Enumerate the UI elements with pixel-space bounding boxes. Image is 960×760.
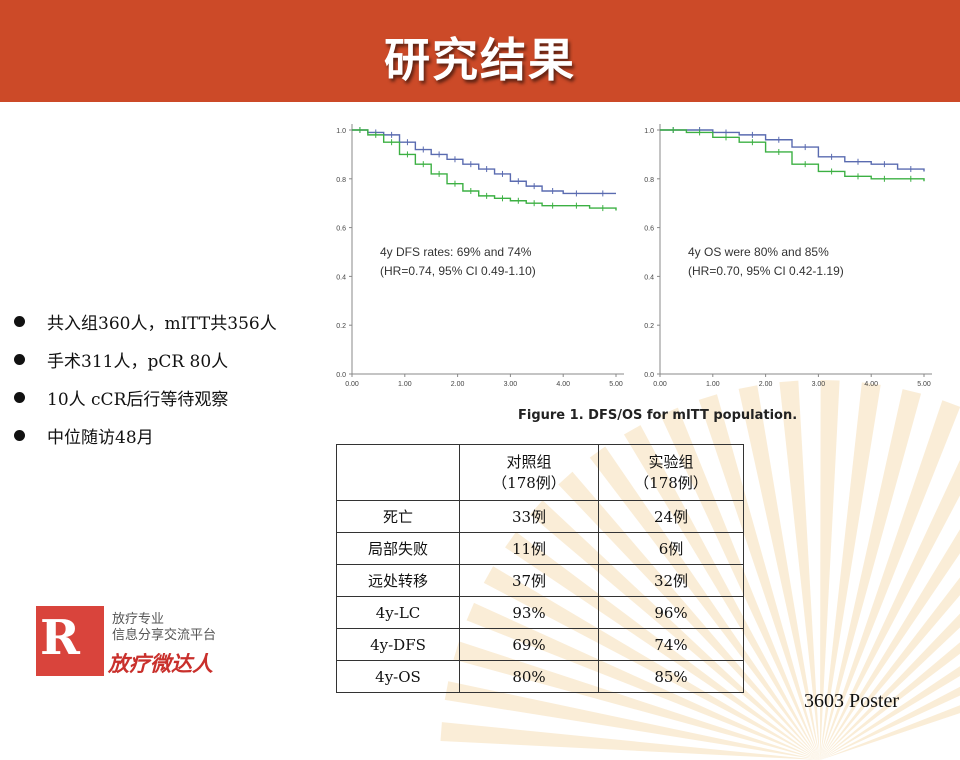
chart-annotation: (HR=0.70, 95% CI 0.42-1.19)	[688, 264, 844, 278]
x-tick-label: 4.00	[556, 381, 570, 388]
table-cell: 局部失败	[336, 532, 460, 565]
chart-annotation: 4y OS were 80% and 85%	[688, 245, 829, 259]
poster-number: 3603 Poster	[804, 690, 899, 712]
x-tick-label: 3.00	[504, 381, 518, 388]
table-row: 4y-LC 93% 96%	[336, 596, 744, 629]
bullet-dot-icon	[14, 429, 25, 441]
table-cell: 33例	[459, 500, 599, 533]
y-tick-label: 0.6	[644, 226, 654, 233]
bullet-dot-icon	[14, 353, 25, 365]
table-cell: 37例	[459, 564, 599, 597]
table-row: 局部失败 11例 6例	[336, 532, 744, 565]
table-cell: 6例	[598, 532, 744, 565]
bullet-text: 手术311人，pCR 80人	[47, 351, 229, 372]
x-tick-label: 5.00	[609, 381, 623, 388]
logo-tagline-1: 放疗专业	[112, 612, 165, 627]
y-tick-label: 1.0	[644, 128, 654, 135]
x-tick-label: 2.00	[759, 381, 773, 388]
sunburst-ray	[820, 460, 960, 760]
sunburst-ray	[820, 382, 881, 760]
table-cell: 4y-LC	[336, 596, 460, 629]
y-tick-label: 0.0	[644, 372, 654, 379]
bullet-item: 手术311人，pCR 80人	[14, 346, 228, 372]
table-cell: 32例	[598, 564, 744, 597]
chart-annotation: (HR=0.74, 95% CI 0.49-1.10)	[380, 264, 536, 278]
y-tick-label: 0.2	[644, 323, 654, 330]
table-header-cell	[336, 444, 460, 501]
y-tick-label: 0.6	[336, 226, 346, 233]
x-tick-label: 5.00	[917, 381, 931, 388]
table-cell: 96%	[598, 596, 744, 629]
table-cell: 11例	[459, 532, 599, 565]
table-cell: 74%	[598, 628, 744, 661]
header-bar	[0, 0, 960, 102]
y-tick-label: 0.0	[336, 372, 346, 379]
bullet-text: 中位随访48月	[47, 427, 154, 448]
x-tick-label: 1.00	[706, 381, 720, 388]
y-tick-label: 0.8	[644, 177, 654, 184]
table-row: 4y-DFS 69% 74%	[336, 628, 744, 661]
sunburst-ray	[820, 529, 960, 760]
results-table: 对照组 （178例） 实验组 （178例） 死亡 33例 24例 局部失败 11…	[336, 444, 744, 693]
sunburst-ray	[820, 380, 840, 760]
x-tick-label: 3.00	[812, 381, 826, 388]
table-row: 4y-OS 80% 85%	[336, 660, 744, 693]
sunburst-ray	[820, 577, 960, 760]
bullet-item: 10人 cCR后行等待观察	[14, 384, 228, 410]
sunburst-ray	[779, 380, 820, 760]
table-cell: 远处转移	[336, 564, 460, 597]
y-tick-label: 1.0	[336, 128, 346, 135]
table-row: 远处转移 37例 32例	[336, 564, 744, 597]
table-cell: 24例	[598, 500, 744, 533]
table-cell: 死亡	[336, 500, 460, 533]
table-cell: 4y-OS	[336, 660, 460, 693]
x-tick-label: 4.00	[864, 381, 878, 388]
table-cell: 93%	[459, 596, 599, 629]
table-cell: 69%	[459, 628, 599, 661]
survival-charts: 0.0 0.2 0.4 0.6 0.8 1.0 0.00 1.00 2.00 3.00 4.00 5.…	[336, 124, 932, 388]
bullet-item: 共入组360人，mITT共356人	[14, 308, 277, 334]
bullet-text: 共入组360人，mITT共356人	[47, 313, 277, 334]
table-cell: 80%	[459, 660, 599, 693]
y-tick-label: 0.4	[336, 274, 346, 281]
sunburst-ray	[820, 400, 960, 760]
table-header-cell: 实验组 （178例）	[598, 444, 744, 501]
table-header-row: 对照组 （178例） 实验组 （178例）	[336, 444, 744, 501]
brand-logo: R 放疗专业 信息分享交流平台 放疗微达人	[36, 606, 256, 678]
survival-curve	[352, 129, 616, 195]
figure-caption: Figure 1. DFS/OS for mITT population.	[518, 408, 798, 423]
x-tick-label: 0.00	[653, 381, 667, 388]
logo-brand-name: 放疗微达人	[108, 652, 213, 676]
y-tick-label: 0.4	[644, 274, 654, 281]
logo-letter: R	[40, 610, 80, 666]
table-row: 死亡 33例 24例	[336, 500, 744, 533]
table-cell: 85%	[598, 660, 744, 693]
x-tick-label: 2.00	[451, 381, 465, 388]
x-tick-label: 0.00	[345, 381, 359, 388]
logo-tagline-2: 信息分享交流平台	[112, 628, 217, 643]
bullet-dot-icon	[14, 315, 25, 327]
logo-icon: R	[36, 606, 104, 676]
table-header-cell: 对照组 （178例）	[459, 444, 599, 501]
y-tick-label: 0.2	[336, 323, 346, 330]
chart-annotation: 4y DFS rates: 69% and 74%	[380, 245, 532, 259]
sunburst-ray	[820, 389, 922, 760]
y-tick-label: 0.8	[336, 177, 346, 184]
bullet-item: 中位随访48月	[14, 422, 154, 448]
slide-title: 研究结果	[384, 33, 576, 87]
sunburst-ray	[738, 385, 820, 760]
table-cell: 4y-DFS	[336, 628, 460, 661]
bullet-text: 10人 cCR后行等待观察	[47, 389, 229, 410]
x-tick-label: 1.00	[398, 381, 412, 388]
bullet-dot-icon	[14, 391, 25, 403]
survival-curve	[660, 129, 925, 182]
